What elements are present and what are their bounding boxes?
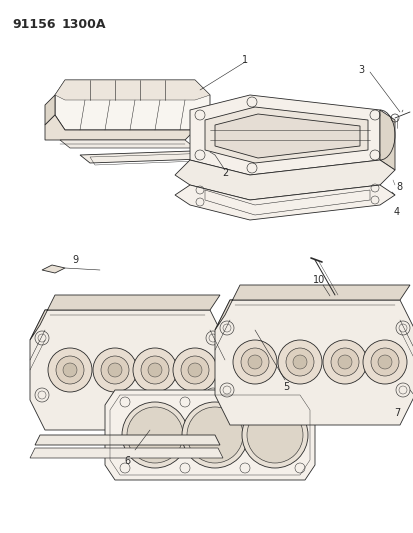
Circle shape bbox=[370, 348, 398, 376]
Circle shape bbox=[292, 355, 306, 369]
Polygon shape bbox=[30, 310, 224, 430]
Polygon shape bbox=[35, 435, 219, 445]
Polygon shape bbox=[175, 185, 394, 220]
Text: 1300A: 1300A bbox=[62, 18, 106, 31]
Circle shape bbox=[101, 356, 129, 384]
Polygon shape bbox=[55, 80, 209, 100]
Circle shape bbox=[330, 348, 358, 376]
Polygon shape bbox=[214, 300, 413, 425]
Text: 7: 7 bbox=[393, 408, 399, 418]
Circle shape bbox=[377, 355, 391, 369]
Circle shape bbox=[141, 356, 169, 384]
Polygon shape bbox=[214, 285, 409, 330]
Circle shape bbox=[108, 363, 122, 377]
Text: 2: 2 bbox=[221, 168, 228, 178]
Circle shape bbox=[247, 407, 302, 463]
Circle shape bbox=[322, 340, 366, 384]
Circle shape bbox=[240, 348, 268, 376]
Circle shape bbox=[362, 340, 406, 384]
Text: 3: 3 bbox=[357, 65, 363, 75]
Circle shape bbox=[173, 348, 216, 392]
Circle shape bbox=[147, 363, 161, 377]
Polygon shape bbox=[60, 140, 195, 148]
Text: 9: 9 bbox=[72, 255, 78, 265]
Circle shape bbox=[187, 407, 242, 463]
Circle shape bbox=[63, 363, 77, 377]
Circle shape bbox=[122, 402, 188, 468]
Polygon shape bbox=[204, 107, 367, 163]
Polygon shape bbox=[45, 95, 55, 125]
Polygon shape bbox=[190, 95, 379, 175]
Circle shape bbox=[188, 363, 202, 377]
Text: 4: 4 bbox=[393, 207, 399, 217]
Circle shape bbox=[247, 355, 261, 369]
Circle shape bbox=[133, 348, 177, 392]
Polygon shape bbox=[105, 390, 314, 480]
Polygon shape bbox=[175, 160, 394, 200]
Circle shape bbox=[277, 340, 321, 384]
Circle shape bbox=[56, 356, 84, 384]
Polygon shape bbox=[80, 150, 230, 163]
Circle shape bbox=[242, 402, 307, 468]
Circle shape bbox=[182, 402, 247, 468]
Text: 10: 10 bbox=[312, 275, 325, 285]
Polygon shape bbox=[379, 110, 394, 170]
Text: 6: 6 bbox=[124, 456, 130, 466]
Text: 5: 5 bbox=[282, 382, 289, 392]
Circle shape bbox=[233, 340, 276, 384]
Circle shape bbox=[93, 348, 137, 392]
Text: 1: 1 bbox=[242, 55, 247, 65]
Polygon shape bbox=[30, 448, 223, 458]
Circle shape bbox=[285, 348, 313, 376]
Text: 91156: 91156 bbox=[12, 18, 55, 31]
Circle shape bbox=[180, 356, 209, 384]
Polygon shape bbox=[45, 115, 195, 140]
Circle shape bbox=[48, 348, 92, 392]
Circle shape bbox=[337, 355, 351, 369]
Polygon shape bbox=[30, 295, 219, 340]
Polygon shape bbox=[42, 265, 65, 273]
Polygon shape bbox=[55, 80, 209, 130]
Polygon shape bbox=[214, 114, 359, 158]
Text: 8: 8 bbox=[395, 182, 401, 192]
Circle shape bbox=[127, 407, 183, 463]
